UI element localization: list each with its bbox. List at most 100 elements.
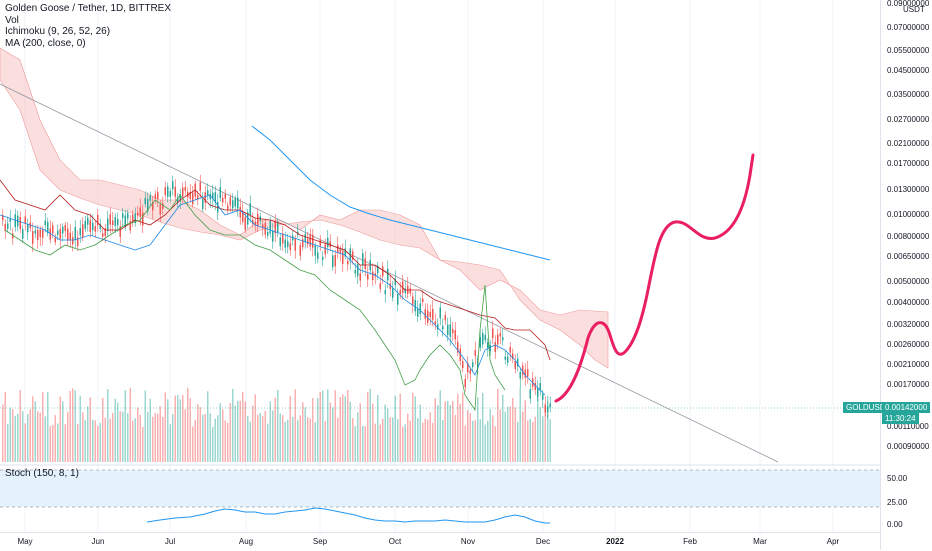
volume-bar xyxy=(524,400,526,462)
candle-body xyxy=(522,365,524,375)
volume-bar xyxy=(489,409,491,462)
volume-bar xyxy=(434,398,436,462)
candle-body xyxy=(312,234,314,248)
stoch-label-25: 25.00 xyxy=(887,498,908,507)
volume-bar xyxy=(52,424,54,462)
candle-body xyxy=(289,243,291,251)
trendline[interactable] xyxy=(0,83,779,463)
volume-bar xyxy=(352,418,354,462)
candle-body xyxy=(87,217,89,225)
volume-bar xyxy=(294,389,296,462)
candle-body xyxy=(174,186,176,197)
volume-bar xyxy=(262,416,264,462)
candle-body xyxy=(2,214,4,221)
volume-bar xyxy=(207,391,209,462)
volume-bar xyxy=(529,418,531,462)
volume-bar xyxy=(124,390,126,462)
volume-bar xyxy=(77,423,79,462)
volume-indicator-label[interactable]: Vol xyxy=(5,14,19,26)
volume-bar xyxy=(2,404,4,462)
candle-body xyxy=(484,335,486,341)
volume-bar xyxy=(292,416,294,462)
price-label: 0.00170000 xyxy=(887,380,930,390)
volume-bar xyxy=(44,416,46,462)
ma-indicator-label[interactable]: MA (200, close, 0) xyxy=(5,37,86,49)
candle-body xyxy=(214,192,216,203)
volume-bar xyxy=(224,420,226,462)
volume-bar xyxy=(282,415,284,462)
candle-body xyxy=(444,315,446,321)
candle-body xyxy=(109,214,111,225)
candle-body xyxy=(524,369,526,378)
candle-body xyxy=(19,217,21,229)
volume-bar xyxy=(244,401,246,462)
volume-bar xyxy=(289,395,291,462)
price-label: 0.00500000 xyxy=(887,276,930,286)
candle-body xyxy=(482,333,484,345)
volume-bar xyxy=(159,406,161,462)
volume-bar xyxy=(192,426,194,462)
volume-bar xyxy=(7,423,9,462)
price-chart[interactable] xyxy=(0,0,880,532)
stoch-indicator-label[interactable]: Stoch (150, 8, 1) xyxy=(5,468,79,479)
candle-body xyxy=(344,248,346,257)
candle-body xyxy=(539,383,541,391)
candle-body xyxy=(202,199,204,210)
volume-bar xyxy=(137,407,139,462)
candle-body xyxy=(47,221,49,234)
price-label: 0.01700000 xyxy=(887,159,930,169)
candle-body xyxy=(37,229,39,241)
time-axis[interactable]: May Jun Jul Aug Sep Oct Nov Dec 2022 Feb… xyxy=(0,532,880,551)
volume-bar xyxy=(49,426,51,462)
symbol-title[interactable]: Golden Goose / Tether, 1D, BITTREX xyxy=(5,3,172,14)
volume-bar xyxy=(264,410,266,462)
volume-bar xyxy=(297,419,299,462)
candle-body xyxy=(389,283,391,289)
volume-bar xyxy=(414,396,416,462)
volume-bar xyxy=(247,415,249,462)
candle-body xyxy=(459,348,461,361)
price-label: 0.00800000 xyxy=(887,231,930,241)
currency-label: USDT xyxy=(903,5,925,14)
candle-body xyxy=(479,336,481,348)
candle-body xyxy=(487,342,489,349)
candle-body xyxy=(517,358,519,367)
volume-bar xyxy=(472,420,474,462)
volume-bar xyxy=(542,416,544,462)
candle-body xyxy=(64,224,66,231)
candle-body xyxy=(279,237,281,247)
volume-bar xyxy=(354,426,356,462)
volume-bar xyxy=(534,416,536,462)
volume-bar xyxy=(89,397,91,462)
volume-bar xyxy=(394,395,396,462)
volume-bar xyxy=(24,423,26,462)
candle-body xyxy=(199,182,201,191)
price-axis[interactable]: USDT 0.09000000 0.07000000 0.05500000 0.045… xyxy=(843,0,932,550)
candle-body xyxy=(232,200,234,209)
candle-body xyxy=(367,274,369,280)
volume-bar xyxy=(107,389,109,462)
volume-bars xyxy=(2,387,551,462)
candle-body xyxy=(449,324,451,337)
volume-bar xyxy=(72,388,74,462)
volume-bar xyxy=(14,415,16,462)
ma-200-line xyxy=(251,125,551,261)
ichimoku-indicator-label[interactable]: Ichimoku (9, 26, 52, 26) xyxy=(5,26,111,37)
projection-drawing[interactable] xyxy=(554,153,755,403)
candle-body xyxy=(439,307,441,319)
candle-body xyxy=(139,207,141,218)
volume-bar xyxy=(439,390,441,462)
chart-legend: Golden Goose / Tether, 1D, BITTREX Vol I… xyxy=(5,3,171,49)
time-label-jun: Jun xyxy=(91,537,105,546)
candle-body xyxy=(237,197,239,209)
price-label: 0.03500000 xyxy=(887,89,930,99)
time-label-aug: Aug xyxy=(238,537,254,546)
candle-body xyxy=(242,211,244,222)
candle-body xyxy=(44,220,46,226)
candle-body xyxy=(529,389,531,399)
candle-body xyxy=(229,197,231,206)
candle-body xyxy=(499,333,501,337)
candle-body xyxy=(4,223,6,232)
volume-bar xyxy=(327,389,329,462)
volume-bar xyxy=(19,389,21,462)
